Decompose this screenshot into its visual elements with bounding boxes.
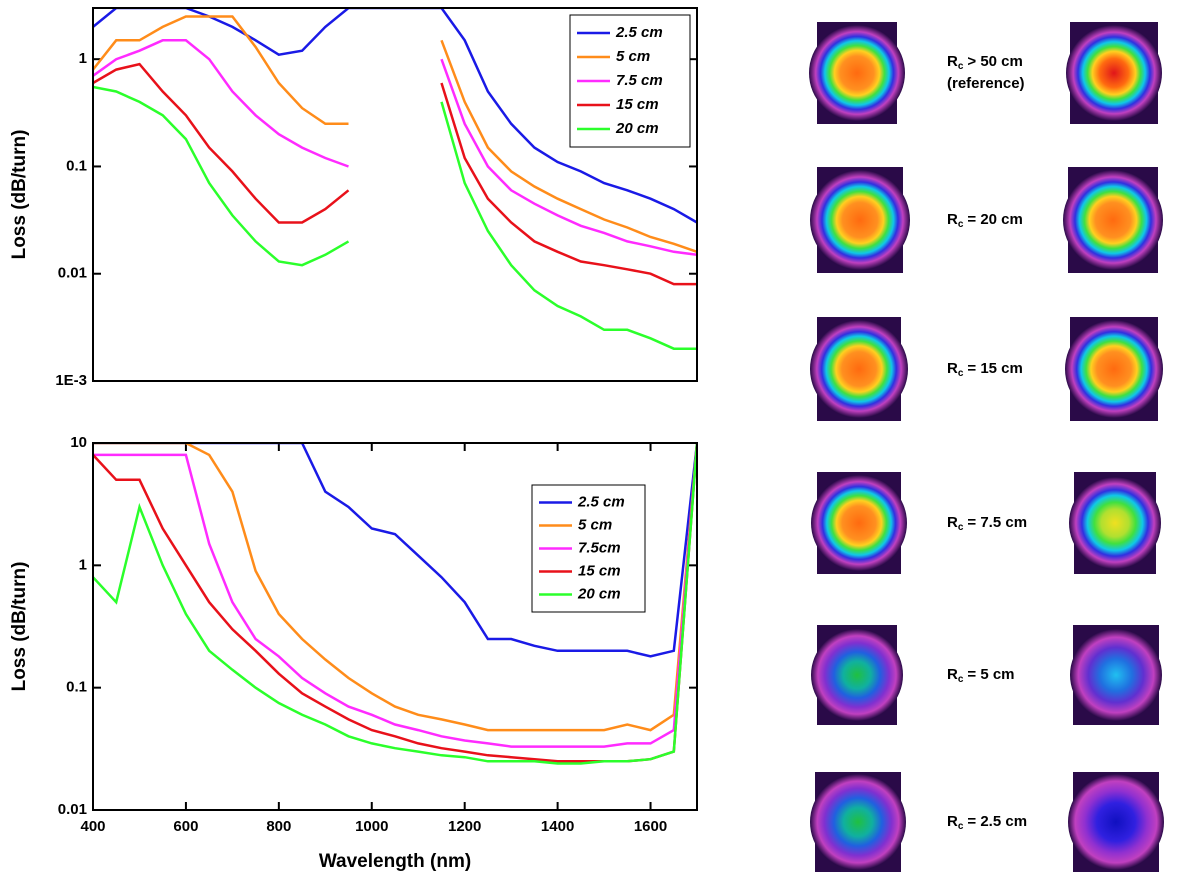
symbol: R <box>947 53 958 70</box>
x-tick-label: 1400 <box>541 818 574 835</box>
legend-label: 7.5cm <box>578 539 621 556</box>
mode-label: Rc = 2.5 cm <box>947 813 1027 832</box>
legend-label: 2.5 cm <box>577 493 625 510</box>
mode-spot <box>1065 320 1163 418</box>
y-tick-label: 1 <box>79 50 87 67</box>
relation: = 15 cm <box>967 360 1022 377</box>
relation: = 7.5 cm <box>967 514 1027 531</box>
series-line <box>93 15 697 253</box>
y-axis-title: Loss (dB/turn) <box>9 562 30 692</box>
subscript: c <box>958 522 964 533</box>
subscript: c <box>958 219 964 230</box>
series-line <box>93 39 697 257</box>
symbol: R <box>947 666 958 683</box>
y-tick-label: 0.01 <box>58 801 87 818</box>
mode-spot <box>1063 170 1163 270</box>
series-line <box>93 8 697 224</box>
series-line <box>93 443 697 658</box>
mode-spot <box>811 475 907 571</box>
y-tick-label: 1E-3 <box>55 372 87 389</box>
relation: = 2.5 cm <box>967 813 1027 830</box>
x-tick-label: 1600 <box>634 818 667 835</box>
mode-label: Rc = 5 cm <box>947 666 1015 685</box>
y-tick-label: 1 <box>79 556 87 573</box>
symbol: R <box>947 360 958 377</box>
y-tick-label: 10 <box>70 434 87 451</box>
mode-spot <box>810 170 910 270</box>
y-axis-title: Loss (dB/turn) <box>9 130 30 260</box>
x-tick-label: 400 <box>80 818 105 835</box>
mode-spot <box>810 320 908 418</box>
relation: = 20 cm <box>967 211 1022 228</box>
x-tick-label: 1200 <box>448 818 481 835</box>
mode-label: Rc = 7.5 cm <box>947 514 1027 533</box>
series-line <box>93 443 697 732</box>
legend-label: 15 cm <box>616 96 659 113</box>
mode-spot <box>1068 774 1164 870</box>
series-line <box>93 443 697 748</box>
legend-label: 20 cm <box>615 120 659 137</box>
series-line <box>93 62 697 286</box>
x-axis-title: Wavelength (nm) <box>319 851 471 872</box>
legend-label: 15 cm <box>578 562 621 579</box>
legend-label: 2.5 cm <box>615 24 663 41</box>
plot-frame <box>92 7 698 382</box>
mode-spot <box>1069 477 1161 569</box>
relation: = 5 cm <box>967 666 1014 683</box>
legend-label: 5 cm <box>616 48 650 65</box>
subscript: c <box>958 368 964 379</box>
y-tick-label: 0.01 <box>58 265 87 282</box>
mode-spot <box>811 629 903 721</box>
symbol: R <box>947 514 958 531</box>
x-tick-label: 600 <box>173 818 198 835</box>
mode-note: (reference) <box>947 75 1025 92</box>
y-tick-label: 0.1 <box>66 679 87 696</box>
legend-label: 5 cm <box>578 516 612 533</box>
legend-label: 20 cm <box>577 585 621 602</box>
subscript: c <box>958 674 964 685</box>
y-tick-label: 0.1 <box>66 157 87 174</box>
series-line <box>93 85 697 350</box>
mode-spot <box>809 25 905 121</box>
mode-spot <box>1066 25 1162 121</box>
x-tick-label: 800 <box>266 818 291 835</box>
relation: > 50 cm <box>967 53 1022 70</box>
mode-label: Rc = 20 cm <box>947 211 1023 230</box>
x-tick-label: 1000 <box>355 818 388 835</box>
mode-label: Rc > 50 cm <box>947 53 1023 72</box>
symbol: R <box>947 813 958 830</box>
mode-spot <box>810 774 906 870</box>
plot-frame <box>92 442 698 811</box>
legend-label: 7.5 cm <box>616 72 663 89</box>
mode-label: Rc = 15 cm <box>947 360 1023 379</box>
symbol: R <box>947 211 958 228</box>
mode-spot <box>1070 629 1162 721</box>
subscript: c <box>958 61 964 72</box>
series-line <box>93 443 697 765</box>
subscript: c <box>958 821 964 832</box>
mode-images <box>809 22 1164 872</box>
